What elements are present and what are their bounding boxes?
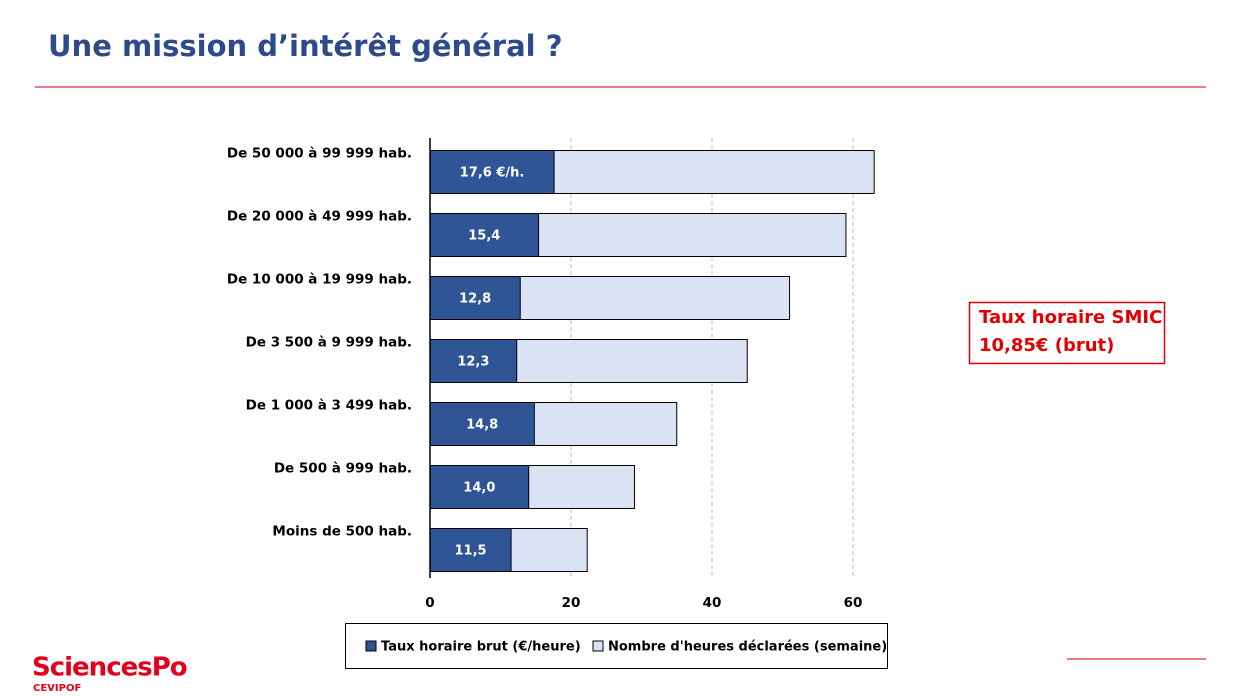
annotation-line: Taux horaire SMIC: [979, 307, 1162, 328]
bar: [429, 402, 535, 446]
slide-title: Une mission d’intérêt général ?: [48, 29, 563, 63]
bar: [429, 528, 512, 572]
category-label: Moins de 500 hab.: [272, 524, 412, 540]
value-label: 15,4: [468, 229, 500, 244]
category-label: De 20 000 à 49 999 hab.: [227, 209, 412, 225]
bar: [429, 213, 540, 257]
category-label: De 1 000 à 3 499 hab.: [246, 398, 412, 414]
x-tick-label: 0: [425, 595, 434, 611]
category-label: De 3 500 à 9 999 hab.: [246, 335, 412, 351]
value-label: 17,6 €/h.: [460, 166, 525, 181]
legend-box: [345, 623, 888, 669]
value-label: 12,8: [459, 292, 491, 307]
legend-swatch: [365, 640, 377, 652]
value-label: 14,8: [466, 418, 498, 433]
x-tick-label: 20: [562, 595, 581, 611]
value-label: 14,0: [463, 481, 495, 496]
bar: [429, 150, 555, 194]
x-tick-label: 60: [844, 595, 863, 611]
legend-label: Taux horaire brut (€/heure): [381, 640, 581, 655]
bar: [429, 276, 521, 320]
value-label: 12,3: [457, 355, 489, 370]
sublogo: CEVIPOF: [33, 683, 81, 694]
legend-swatch: [592, 640, 604, 652]
logo: SciencesPo: [32, 653, 187, 683]
legend-label: Nombre d'heures déclarées (semaine): [608, 640, 887, 655]
value-label: 11,5: [454, 544, 486, 559]
x-tick-label: 40: [703, 595, 722, 611]
category-label: De 10 000 à 19 999 hab.: [227, 272, 412, 288]
category-label: De 50 000 à 99 999 hab.: [227, 146, 412, 162]
bar: [429, 339, 518, 383]
category-label: De 500 à 999 hab.: [274, 461, 412, 477]
annotation-line: 10,85€ (brut): [979, 335, 1114, 356]
annotation-box: [968, 301, 1166, 365]
bar: [429, 465, 530, 509]
